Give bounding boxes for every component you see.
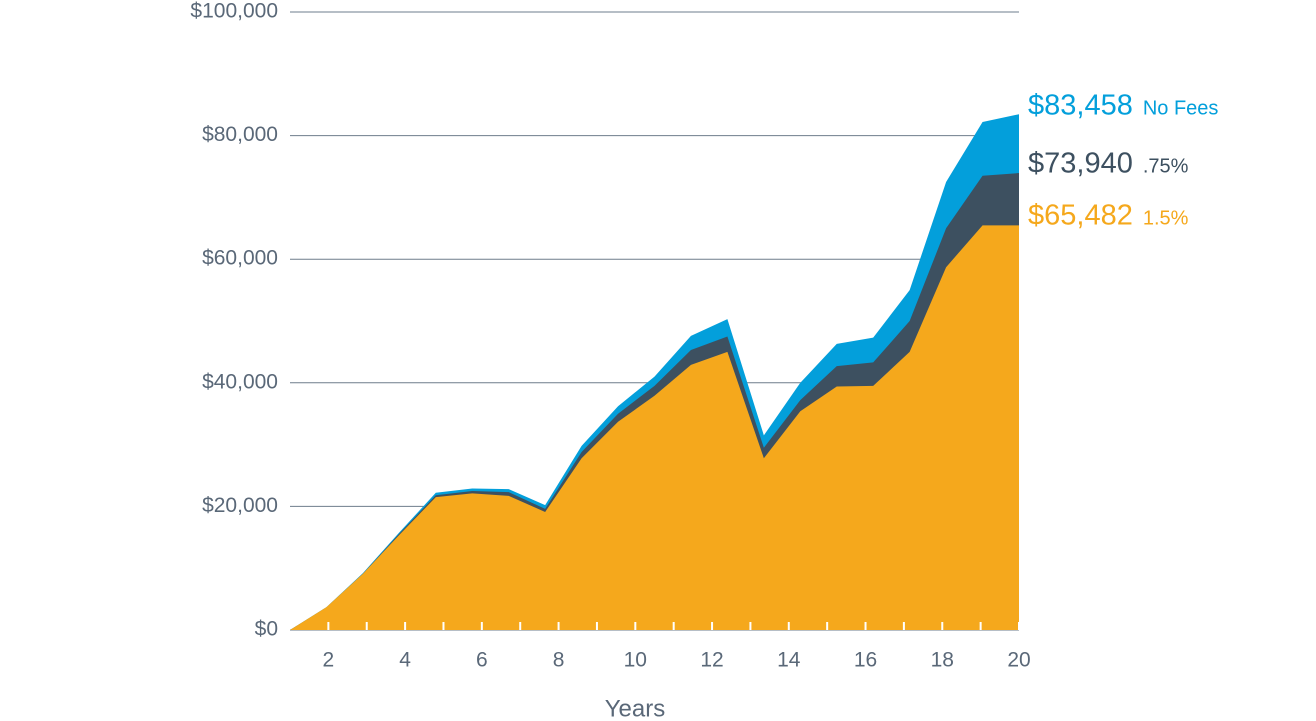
legend-label: No Fees <box>1143 97 1219 119</box>
legend-label: 1.5% <box>1143 207 1189 229</box>
x-tick-label: 20 <box>1007 649 1030 672</box>
x-tick-label: 12 <box>700 649 723 672</box>
end-value-label: $73,940 <box>1028 148 1133 180</box>
x-tick-label: 2 <box>323 649 335 672</box>
x-tick-label: 18 <box>931 649 954 672</box>
x-tick-label: 8 <box>553 649 565 672</box>
end-value-label: $83,458 <box>1028 90 1133 122</box>
y-tick-label: $60,000 <box>202 247 278 270</box>
y-tick-label: $100,000 <box>190 0 278 23</box>
x-tick-label: 6 <box>476 649 488 672</box>
legend-label: .75% <box>1143 155 1189 177</box>
area <box>290 225 1019 631</box>
x-tick-label: 4 <box>399 649 411 672</box>
x-axis-title: Years <box>605 695 666 721</box>
x-tick-label: 14 <box>777 649 801 672</box>
y-tick-label: $20,000 <box>202 494 278 517</box>
y-tick-label: $80,000 <box>202 123 278 146</box>
y-tick-label: $0 <box>255 618 278 641</box>
x-tick-label: 16 <box>854 649 877 672</box>
x-tick-label: 10 <box>624 649 647 672</box>
y-tick-label: $40,000 <box>202 370 278 393</box>
end-value-label: $65,482 <box>1028 200 1133 232</box>
